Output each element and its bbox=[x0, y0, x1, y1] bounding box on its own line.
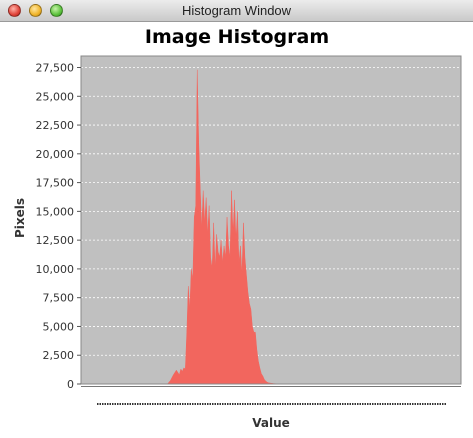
y-axis-ticks: 0 2,500 5,000 7,500 10,000 12,500 15,000 17,500… bbox=[36, 62, 81, 391]
zoom-window-icon[interactable] bbox=[50, 4, 63, 17]
histogram-series bbox=[81, 69, 461, 385]
window-titlebar[interactable]: Histogram Window bbox=[0, 0, 473, 22]
y-tick-label: 5,000 bbox=[43, 320, 75, 333]
y-tick-label: 25,000 bbox=[36, 90, 75, 103]
plot-area bbox=[81, 56, 461, 384]
y-axis-label: Pixels bbox=[13, 198, 27, 238]
y-tick-label: 15,000 bbox=[36, 205, 75, 218]
minimize-window-icon[interactable] bbox=[29, 4, 42, 17]
plot-border bbox=[80, 55, 462, 385]
y-tick-label: 17,500 bbox=[36, 177, 75, 190]
y-tick-label: 0 bbox=[67, 378, 74, 391]
y-tick-label: 27,500 bbox=[36, 62, 75, 75]
y-tick-label: 22,500 bbox=[36, 119, 75, 132]
close-window-icon[interactable] bbox=[8, 4, 21, 17]
y-tick-label: 12,500 bbox=[36, 234, 75, 247]
y-tick-label: 7,500 bbox=[43, 292, 75, 305]
histogram-area bbox=[81, 69, 461, 385]
gridlines bbox=[81, 67, 461, 356]
chart-title: Image Histogram bbox=[145, 26, 329, 48]
histogram-chart: Image Histogram 0 2,500 5,000 7,500 10,000 12… bbox=[13, 26, 462, 430]
y-tick-label: 10,000 bbox=[36, 263, 75, 276]
y-tick-label: 20,000 bbox=[36, 148, 75, 161]
y-tick-label: 2,500 bbox=[43, 349, 75, 362]
window-title: Histogram Window bbox=[181, 3, 292, 18]
x-axis-label: Value bbox=[252, 416, 290, 430]
